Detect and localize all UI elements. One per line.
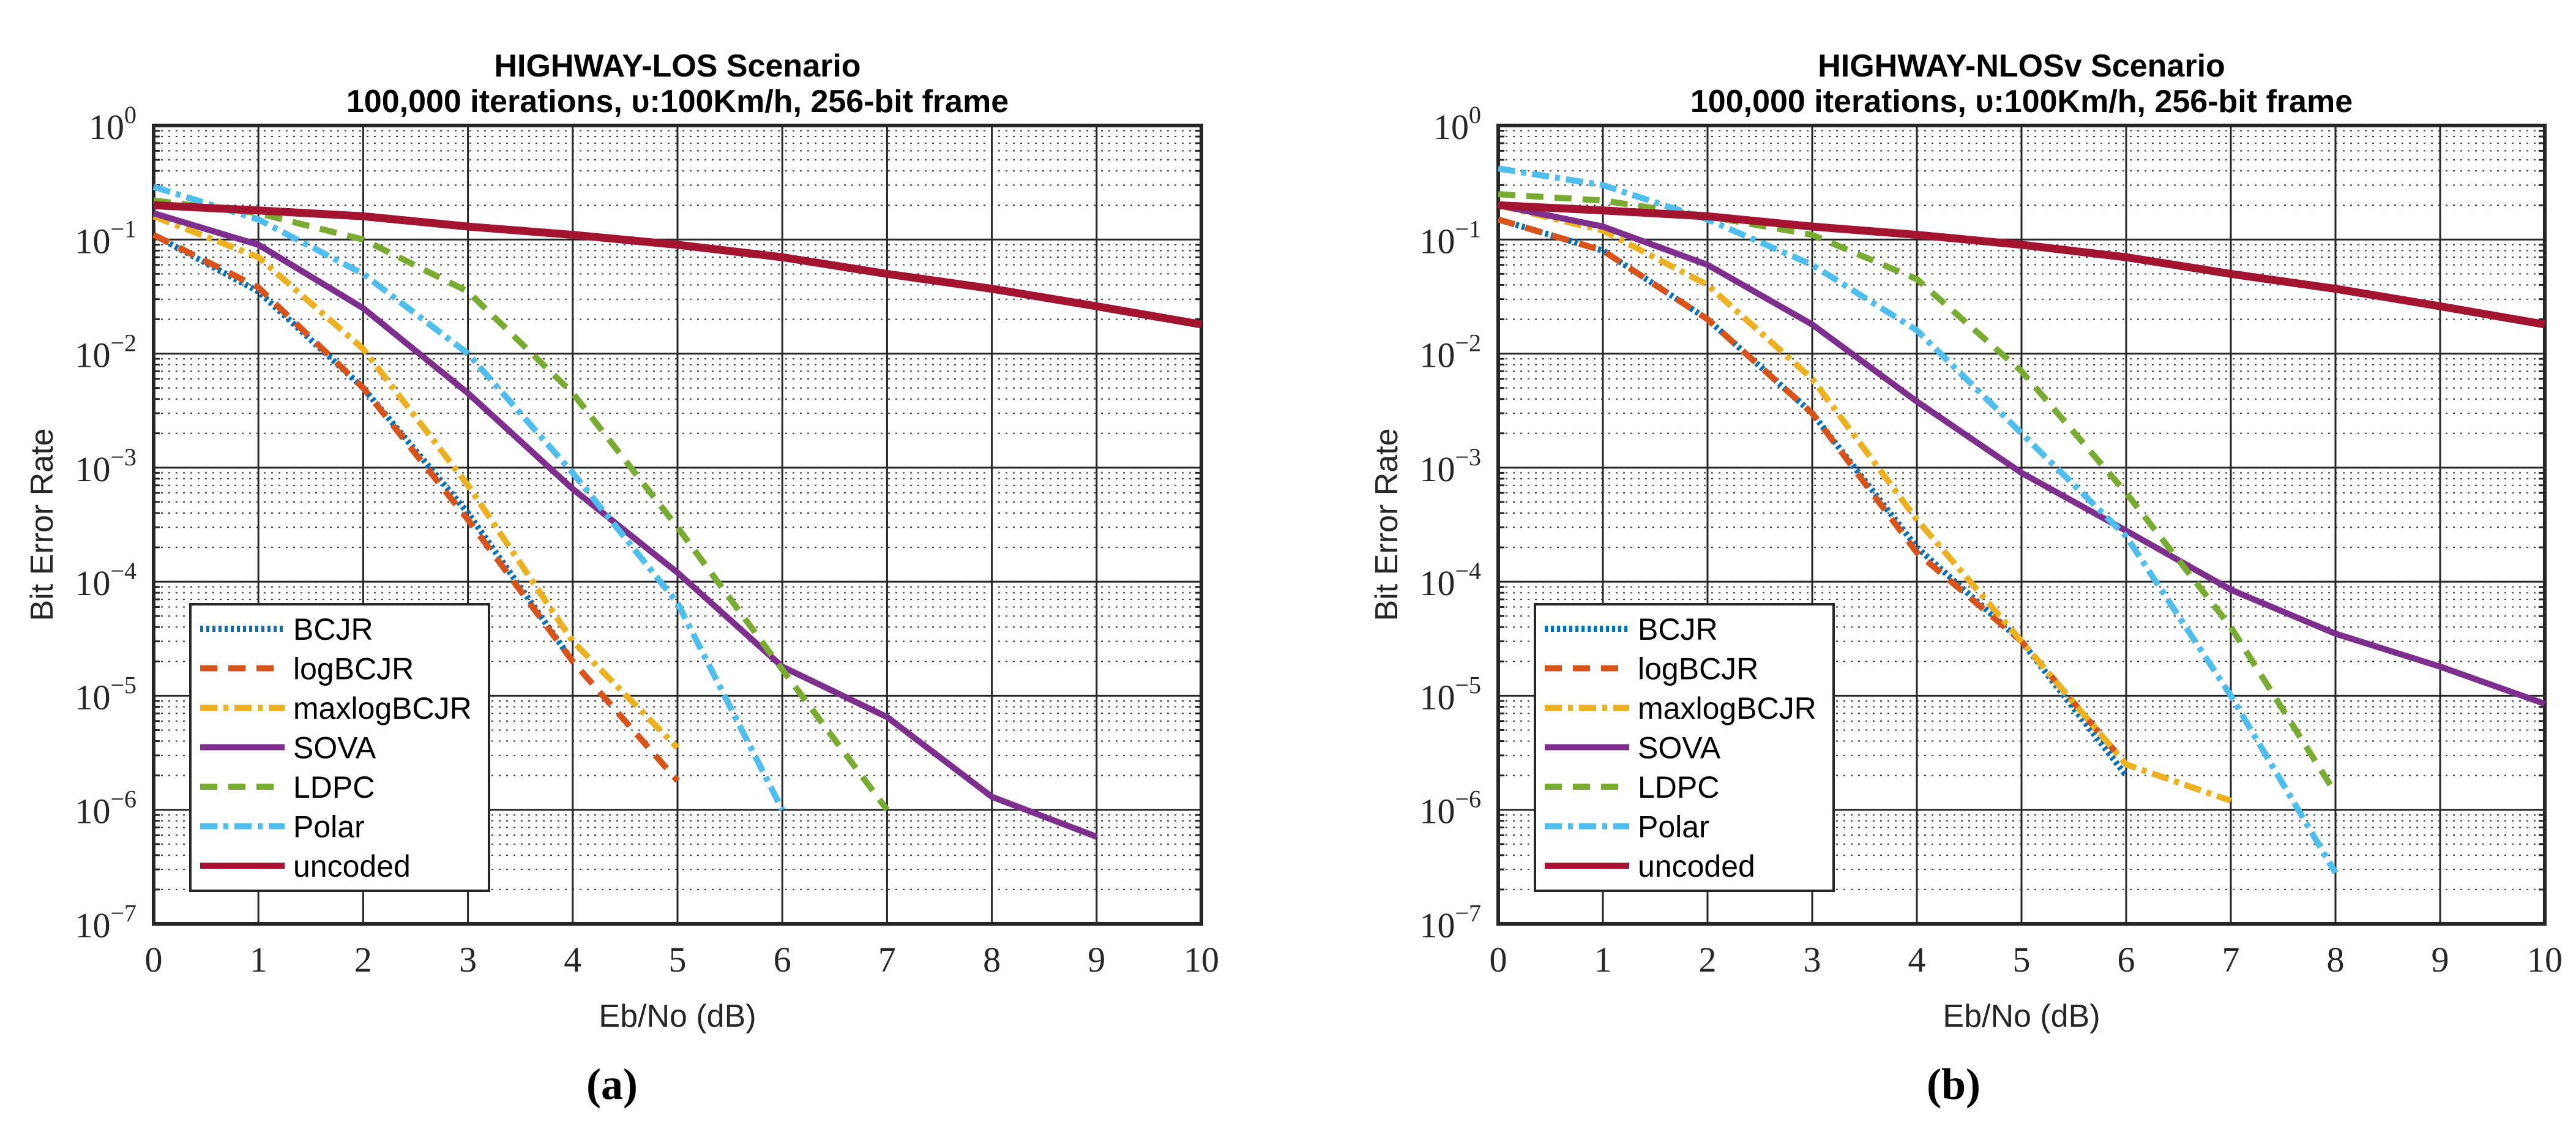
x-tick-label: 6 [2118,940,2135,980]
series-line-sova [1498,202,2546,707]
x-tick-label: 4 [564,940,581,980]
y-tick-label: 10−6 [75,785,136,831]
y-tick-label: 10−4 [1419,557,1481,603]
y-tick-label: 10−3 [75,443,136,489]
y-tick-label: 10−5 [1419,671,1481,717]
x-tick-label: 5 [2013,940,2031,980]
legend-label-uncoded: uncoded [1638,849,1755,883]
series-line-maxlogbcjr [1497,202,2232,804]
x-tick-label: 7 [878,940,896,980]
y-tick-label: 10−7 [1419,899,1481,945]
legend-label-ldpc: LDPC [1638,770,1719,804]
chart-panel-b: 100 10−1 10−2 10−3 10−4 10−5 10−6 10−7 0 1 2 3 4 5 6 7 8… [1340,0,2576,1132]
x-tick-label: 2 [1699,940,1717,980]
chart-a: 100 10−1 10−2 10−3 10−4 10−5 10−6 10−70 1 2 3 4 5 6 7 8… [24,48,1219,1034]
legend-label-polar: Polar [293,810,365,844]
series-line-sova [152,210,1098,840]
x-tick-label: 0 [145,940,163,980]
series-line-maxlogbcjr [152,213,680,750]
y-tick-label: 100 [1433,101,1481,147]
x-axis-label: Eb/No (dB) [599,999,756,1034]
series-line-logbcjr [152,232,680,783]
x-tick-label: 1 [1594,940,1612,980]
x-tick-label: 8 [983,940,1001,980]
y-axis-label: Bit Error Rate [1369,429,1405,621]
chart-subtitle: 100,000 iterations, υ:100Km/h, 256-bit f… [1690,84,2353,119]
legend-label-ldpc: LDPC [293,770,375,804]
y-tick-label: 10−2 [1419,329,1481,375]
x-tick-label: 3 [1804,940,1821,980]
y-tick-label: 10−5 [75,671,136,717]
x-tick-label: 0 [1490,940,1507,980]
x-tick-label: 7 [2222,940,2240,980]
legend-label-bcjr: BCJR [293,612,373,647]
chart-panel-a: 100 10−1 10−2 10−3 10−4 10−5 10−6 10−7 0 1 2 3 4 5 6 7 8… [24,48,1219,1034]
legend: BCJR logBCJR maxlogBCJR SOVA LDPC Polar uncode… [189,603,490,892]
y-axis-label: Bit Error Rate [24,429,60,621]
series-line-uncoded [153,201,1203,329]
y-tick-label: 10−6 [1419,785,1481,831]
legend: BCJR logBCJR maxlogBCJR SOVA LDPC Polar uncode… [1534,603,1835,892]
caption-a: (a) [586,1060,638,1109]
series-line-ldpc [1498,191,2339,795]
x-tick-label: 9 [2432,940,2449,980]
y-tick-label: 10−1 [75,215,136,261]
y-tick-label: 10−4 [75,557,136,603]
y-tick-label: 100 [89,101,136,147]
y-tick-label: 10−3 [1419,443,1481,489]
y-tick-label: 10−2 [75,329,136,375]
x-tick-label: 10 [1184,940,1219,980]
x-tick-label: 1 [250,940,267,980]
y-tick-label: 10−7 [75,899,136,945]
legend-label-uncoded: uncoded [293,849,411,883]
legend-label-sova: SOVA [1638,731,1721,765]
legend-label-logbcjr: logBCJR [293,652,414,686]
x-tick-label: 5 [669,940,687,980]
series-line-polar [152,184,785,811]
chart-title: HIGHWAY-NLOSv Scenario [1818,48,2225,84]
y-tick-label: 10−1 [1419,215,1481,261]
legend-label-maxlogbcjr: maxlogBCJR [1638,691,1816,725]
x-tick-label: 2 [354,940,372,980]
series-line-uncoded [1498,201,2546,329]
x-tick-label: 9 [1088,940,1105,980]
series-line-polar [1498,165,2339,875]
x-tick-label: 3 [459,940,477,980]
legend-label-sova: SOVA [293,731,376,765]
legend-label-polar: Polar [1638,810,1709,844]
caption-b: (b) [1927,1060,1981,1109]
x-tick-label: 4 [1908,940,1926,980]
x-axis-label: Eb/No (dB) [1943,999,2100,1034]
chart-b: 100 10−1 10−2 10−3 10−4 10−5 10−6 10−70 1 2 3 4 5 6 7 8… [1369,48,2563,1034]
legend-label-maxlogbcjr: maxlogBCJR [293,691,472,725]
legend-label-logbcjr: logBCJR [1638,652,1758,686]
x-tick-label: 8 [2327,940,2345,980]
chart-title: HIGHWAY-LOS Scenario [494,48,861,84]
x-tick-label: 10 [2527,940,2563,980]
series-line-ldpc [153,197,890,812]
x-tick-label: 6 [774,940,791,980]
chart-subtitle: 100,000 iterations, υ:100Km/h, 256-bit f… [346,84,1009,119]
legend-label-bcjr: BCJR [1638,612,1718,647]
